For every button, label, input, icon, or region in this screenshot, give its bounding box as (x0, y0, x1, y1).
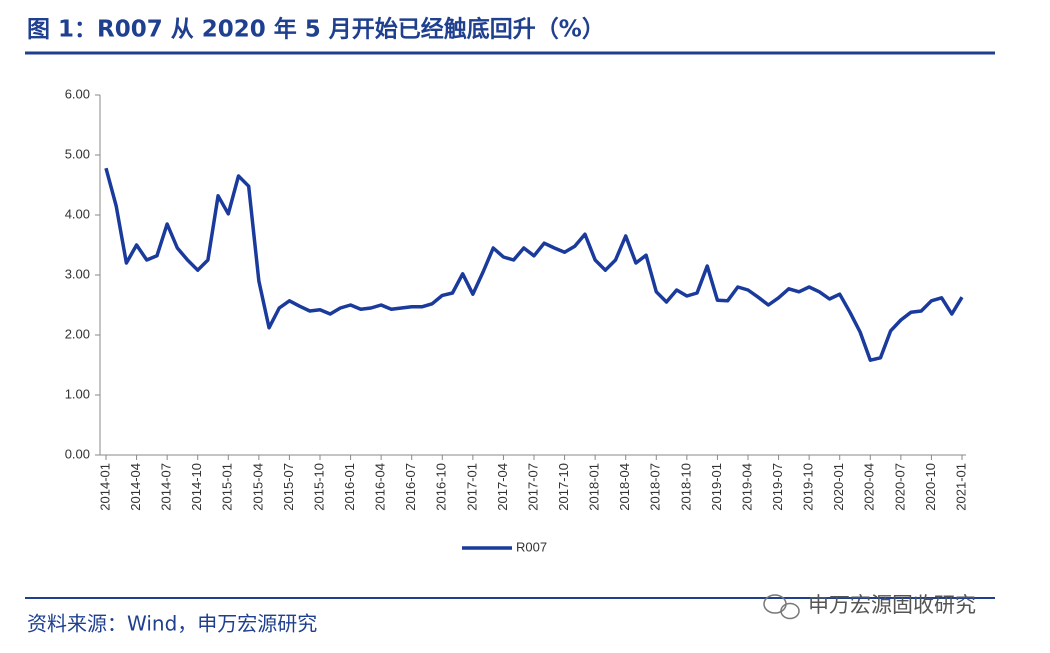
y-tick-label: 6.00 (65, 86, 90, 101)
x-tick-label: 2017-01 (464, 463, 479, 511)
y-tick-label: 5.00 (65, 146, 90, 161)
x-tick-label: 2016-01 (342, 463, 357, 511)
x-tick-label: 2016-10 (434, 463, 449, 511)
x-tick-label: 2019-10 (801, 463, 816, 511)
x-tick-label: 2017-07 (525, 463, 540, 511)
x-tick-label: 2020-01 (831, 463, 846, 511)
x-tick-label: 2020-10 (923, 463, 938, 511)
legend-label: R007 (516, 539, 547, 554)
source-note: 资料来源：Wind，申万宏源研究 (27, 612, 317, 636)
x-tick-label: 2015-10 (311, 463, 326, 511)
x-tick-label: 2018-07 (648, 463, 663, 511)
watermark-icon (763, 594, 800, 620)
chart-title: 图 1：R007 从 2020 年 5 月开始已经触底回升（%） (27, 16, 605, 43)
x-tick-label: 2016-04 (373, 463, 388, 511)
x-tick-label: 2021-01 (953, 463, 968, 511)
series-line (104, 167, 964, 362)
x-tick-label: 2015-07 (281, 463, 296, 511)
x-tick-label: 2015-01 (220, 463, 235, 511)
y-tick-label: 4.00 (65, 206, 90, 221)
x-tick-label: 2018-10 (678, 463, 693, 511)
y-tick-label: 0.00 (65, 446, 90, 461)
x-tick-label: 2016-07 (403, 463, 418, 511)
x-tick-label: 2018-04 (617, 463, 632, 511)
x-tick-label: 2015-04 (250, 463, 265, 511)
x-tick-label: 2014-07 (159, 463, 174, 511)
x-tick-label: 2014-04 (128, 463, 143, 511)
x-tick-label: 2020-07 (892, 463, 907, 511)
watermark: 申万宏源固收研究 (808, 593, 976, 617)
x-tick-label: 2014-10 (189, 463, 204, 511)
x-tick-label: 2017-10 (556, 463, 571, 511)
y-tick-label: 2.00 (65, 326, 90, 341)
y-tick-label: 1.00 (65, 386, 90, 401)
x-tick-label: 2018-01 (587, 463, 602, 511)
x-tick-label: 2014-01 (97, 463, 112, 511)
x-tick-label: 2019-07 (770, 463, 785, 511)
x-tick-label: 2017-04 (495, 463, 510, 511)
x-tick-label: 2019-04 (739, 463, 754, 511)
x-tick-label: 2020-04 (862, 463, 877, 511)
y-tick-label: 3.00 (65, 266, 90, 281)
x-tick-label: 2019-01 (709, 463, 724, 511)
